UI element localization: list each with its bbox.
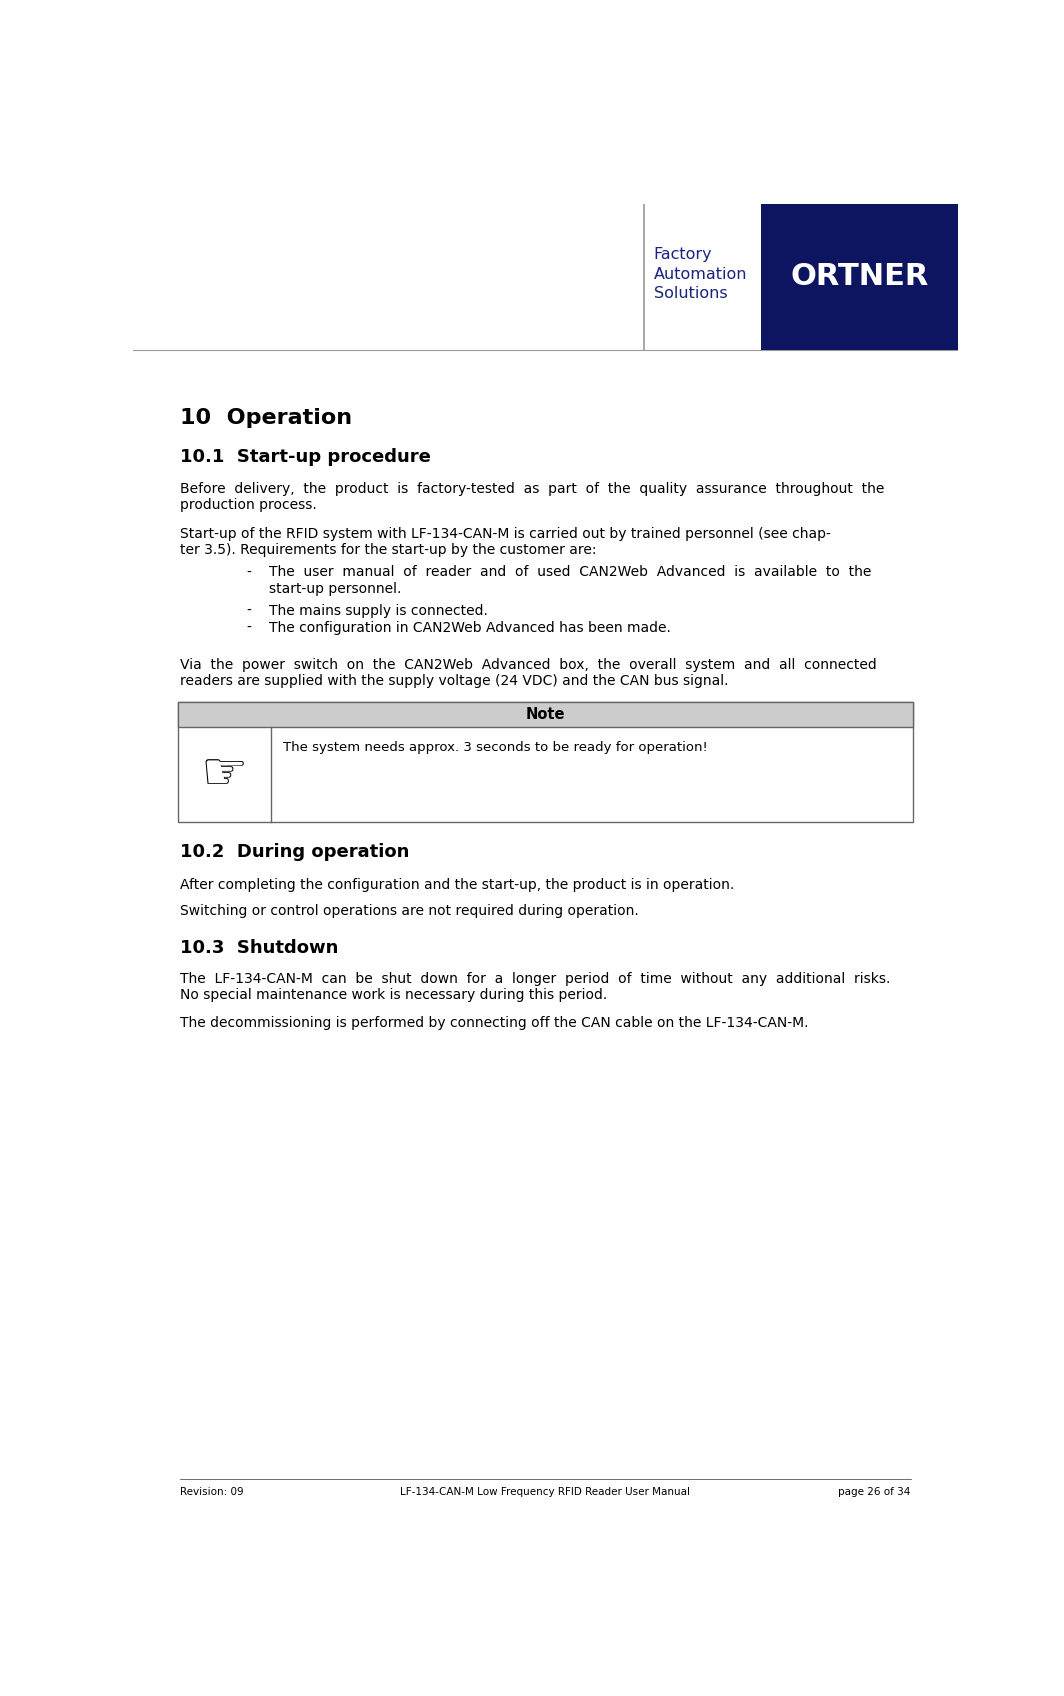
Text: Switching or control operations are not required during operation.: Switching or control operations are not … — [180, 904, 638, 918]
Text: ORTNER: ORTNER — [791, 263, 929, 292]
Text: Note: Note — [526, 707, 565, 722]
Text: ☞: ☞ — [201, 748, 248, 801]
Text: -: - — [246, 621, 251, 634]
Text: 10.2  During operation: 10.2 During operation — [180, 843, 410, 860]
Text: The  LF-134-CAN-M  can  be  shut  down  for  a  longer  period  of  time  withou: The LF-134-CAN-M can be shut down for a … — [180, 972, 891, 1002]
Text: The decommissioning is performed by connecting off the CAN cable on the LF-134-C: The decommissioning is performed by conn… — [180, 1016, 809, 1029]
Text: page 26 of 34: page 26 of 34 — [838, 1487, 911, 1498]
Text: -: - — [246, 604, 251, 617]
Text: Before  delivery,  the  product  is  factory-tested  as  part  of  the  quality : Before delivery, the product is factory-… — [180, 482, 884, 512]
Text: Start-up of the RFID system with LF-134-CAN-M is carried out by trained personne: Start-up of the RFID system with LF-134-… — [180, 527, 831, 556]
Text: Factory
Automation
Solutions: Factory Automation Solutions — [653, 248, 747, 300]
Text: -: - — [246, 565, 251, 580]
Text: 10.1  Start-up procedure: 10.1 Start-up procedure — [180, 448, 431, 466]
Text: LF-134-CAN-M Low Frequency RFID Reader User Manual: LF-134-CAN-M Low Frequency RFID Reader U… — [400, 1487, 691, 1498]
Text: 10.3  Shutdown: 10.3 Shutdown — [180, 940, 338, 957]
Text: After completing the configuration and the start-up, the product is in operation: After completing the configuration and t… — [180, 879, 734, 892]
Text: The configuration in CAN2Web Advanced has been made.: The configuration in CAN2Web Advanced ha… — [269, 621, 671, 634]
Text: The mains supply is connected.: The mains supply is connected. — [269, 604, 488, 617]
Text: The system needs approx. 3 seconds to be ready for operation!: The system needs approx. 3 seconds to be… — [283, 741, 708, 755]
Bar — [762, 204, 958, 349]
Text: Revision: 09: Revision: 09 — [180, 1487, 244, 1498]
Bar — [178, 702, 913, 823]
Text: 10  Operation: 10 Operation — [180, 407, 352, 427]
Bar — [178, 702, 913, 728]
Text: Via  the  power  switch  on  the  CAN2Web  Advanced  box,  the  overall  system : Via the power switch on the CAN2Web Adva… — [180, 658, 877, 689]
Text: The  user  manual  of  reader  and  of  used  CAN2Web  Advanced  is  available  : The user manual of reader and of used CA… — [269, 565, 871, 595]
